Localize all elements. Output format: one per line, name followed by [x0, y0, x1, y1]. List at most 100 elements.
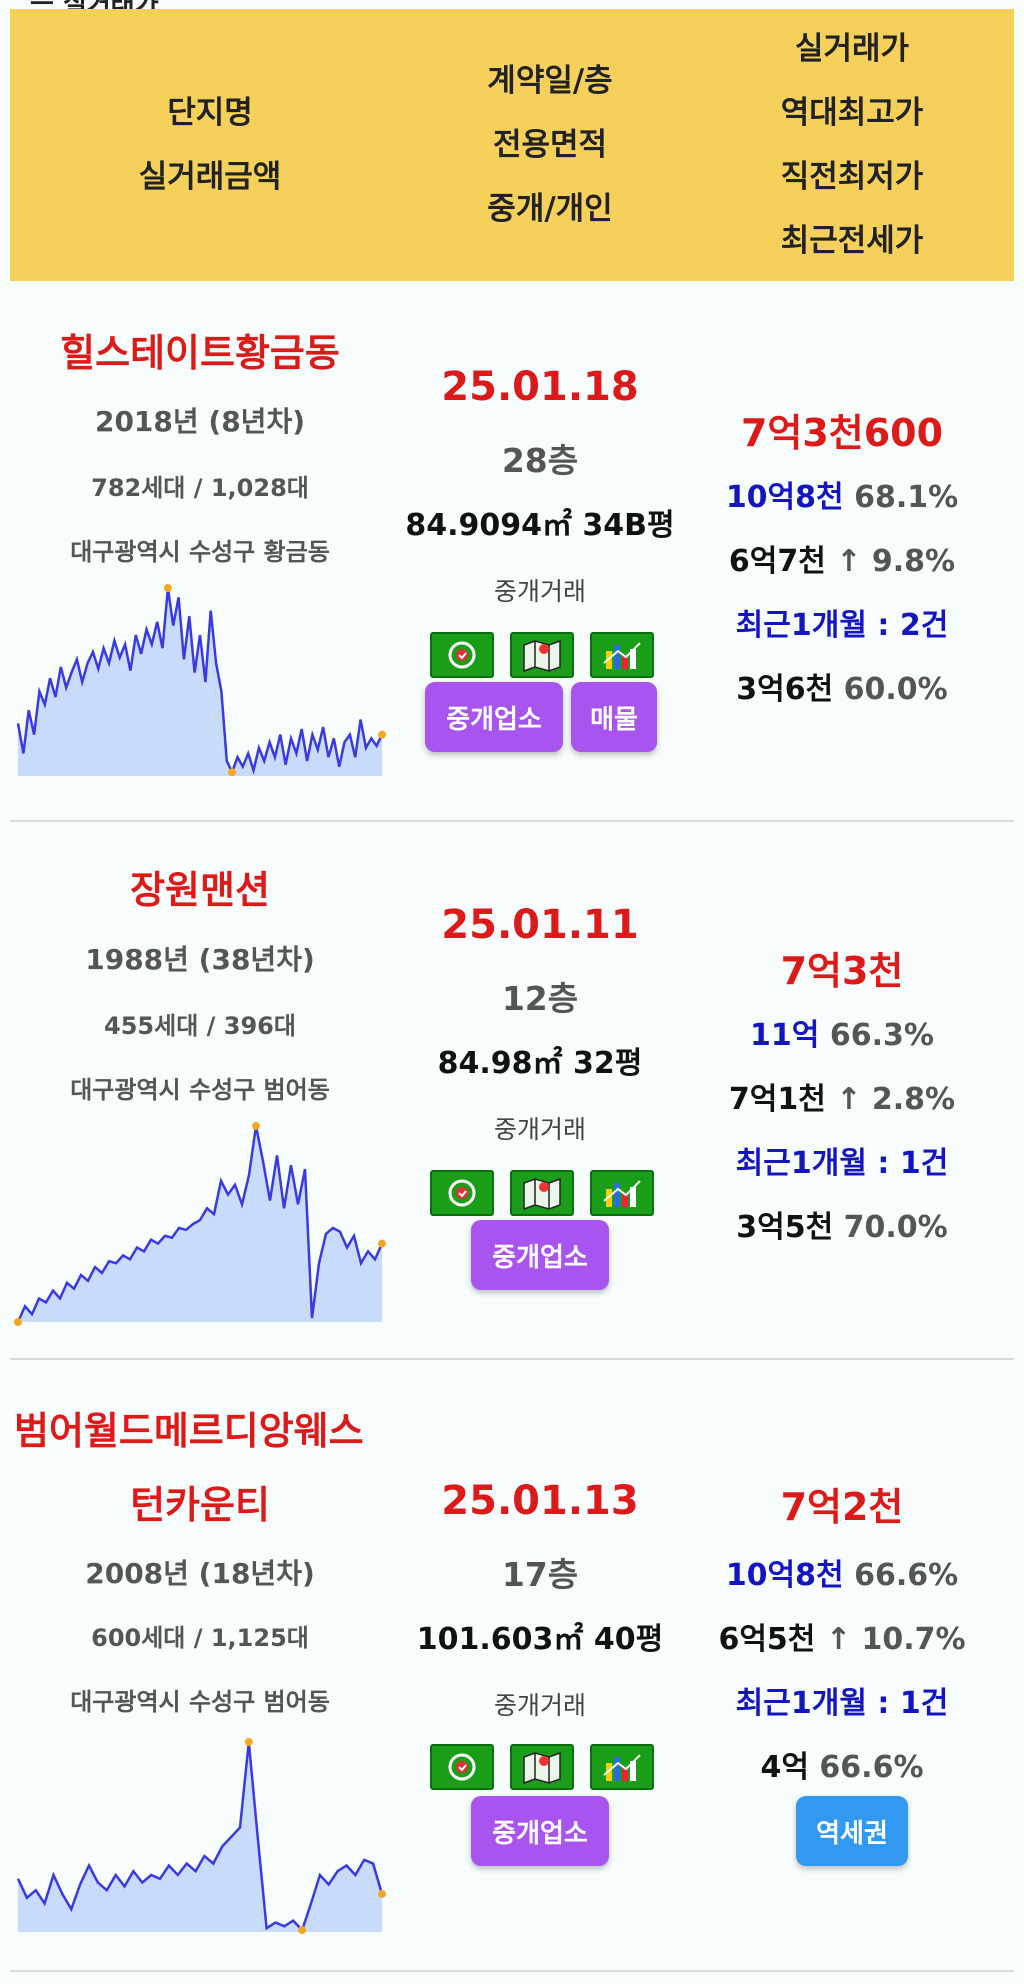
unit-count: 600세대 / 1,125대 — [91, 1624, 309, 1652]
previous-low: 6억5천 ↑ 10.7% — [680, 1614, 1004, 1658]
previous-low: 7억1천 ↑ 2.8% — [680, 1074, 1004, 1118]
deal-type: 중개거래 — [493, 1115, 586, 1144]
recent-count: 최근1개월 : 2건 — [680, 600, 1004, 644]
header-label: 직전최저가 — [780, 159, 924, 195]
deal-type: 중개거래 — [493, 577, 586, 606]
previous-low: 6억7천 ↑ 9.8% — [680, 536, 1004, 580]
price-trend-sparkline — [16, 1738, 386, 1935]
complex-name[interactable]: 범어월드메르디앙웨스 — [14, 1409, 364, 1453]
header-col-contract: 계약일/층 전용면적 중개/개인 — [410, 9, 690, 281]
row-divider — [10, 1970, 1014, 1972]
header-label: 계약일/층 — [487, 63, 613, 99]
floor: 28층 — [501, 441, 579, 480]
recent-count: 최근1개월 : 1건 — [680, 1678, 1004, 1722]
clock-button[interactable] — [430, 1170, 494, 1216]
sparkline-min-marker — [298, 1926, 307, 1935]
listing-row[interactable]: 장원맨션 1988년 (38년차) 455세대 / 396대 대구광역시 수성구… — [0, 822, 1024, 1360]
low-price: 7억1천 — [728, 1082, 826, 1117]
area: 101.603㎡ 40평 — [416, 1622, 664, 1657]
sparkline-area — [18, 1742, 382, 1932]
contract-date: 25.01.11 — [441, 902, 639, 948]
map-button[interactable] — [510, 1170, 574, 1216]
map-icon — [523, 1177, 561, 1211]
sparkline-area — [18, 588, 382, 776]
bar-chart-icon — [603, 642, 641, 669]
build-year: 1988년 (38년차) — [85, 943, 315, 976]
trade-price: 7억3천 — [780, 949, 904, 993]
map-button[interactable] — [510, 632, 574, 678]
high-ratio: 68.1% — [854, 480, 959, 515]
bar-chart-icon — [603, 1180, 641, 1207]
header-col-price: 실거래가 역대최고가 직전최저가 최근전세가 — [690, 9, 1014, 281]
clock-icon — [448, 1179, 476, 1207]
bar-chart-icon — [603, 1754, 641, 1781]
low-change: ↑ 9.8% — [836, 544, 956, 579]
recent-jeonse: 3억5천 70.0% — [680, 1202, 1004, 1246]
sparkline-min-marker — [228, 768, 237, 777]
deal-type: 중개거래 — [493, 1691, 586, 1720]
jeonse-ratio: 70.0% — [843, 1210, 948, 1245]
header-col-complex: 단지명 실거래금액 — [10, 9, 410, 281]
map-icon — [523, 1751, 561, 1785]
sparkline-line — [16, 1125, 384, 1323]
complex-name[interactable]: 장원맨션 — [130, 868, 270, 912]
header-label: 최근전세가 — [780, 223, 924, 259]
jeonse-price: 4억 — [760, 1750, 809, 1785]
sparkline-line — [16, 587, 384, 776]
header-label: 전용면적 — [492, 127, 608, 163]
low-change: ↑ 10.7% — [825, 1622, 966, 1657]
recent-label: 최근1개월 : 2건 — [735, 608, 949, 643]
build-year: 2018년 (8년차) — [94, 405, 306, 438]
recent-count: 최근1개월 : 1건 — [680, 1138, 1004, 1182]
complex-name[interactable]: 힐스테이트황금동 — [60, 331, 340, 375]
trade-price: 7억2천 — [780, 1485, 904, 1529]
recent-jeonse: 3억6천 60.0% — [680, 664, 1004, 708]
sparkline-area — [18, 1126, 382, 1322]
high-ratio: 66.6% — [854, 1558, 959, 1593]
address: 대구광역시 수성구 범어동 — [70, 1688, 330, 1716]
jeonse-ratio: 60.0% — [843, 672, 948, 707]
map-button[interactable] — [510, 1744, 574, 1790]
sparkline-last-marker — [378, 730, 386, 739]
all-time-high: 10억8천 68.1% — [680, 472, 1004, 516]
jeonse-ratio: 66.6% — [819, 1750, 924, 1785]
row-divider — [10, 820, 1014, 822]
agent-button[interactable]: 중개업소 — [425, 682, 563, 752]
listing-row[interactable]: 범어월드메르디앙웨스 턴카운티 2008년 (18년차) 600세대 / 1,1… — [0, 1360, 1024, 1972]
clock-icon — [448, 1753, 476, 1781]
recent-label: 최근1개월 : 1건 — [735, 1686, 949, 1721]
agent-button[interactable]: 중개업소 — [471, 1796, 609, 1866]
high-ratio: 66.3% — [829, 1018, 934, 1053]
chart-button[interactable] — [590, 1744, 654, 1790]
contract-date: 25.01.18 — [441, 364, 639, 410]
floor: 12층 — [501, 979, 579, 1018]
address: 대구광역시 수성구 황금동 — [70, 538, 330, 566]
table-header: 단지명 실거래금액 계약일/층 전용면적 중개/개인 실거래가 역대최고가 직전… — [10, 9, 1014, 281]
high-price: 11억 — [750, 1018, 820, 1053]
low-price: 6억7천 — [728, 544, 826, 579]
header-label: 역대최고가 — [780, 95, 924, 131]
header-label: 실거래가 — [794, 31, 910, 67]
agent-button[interactable]: 중개업소 — [471, 1220, 609, 1290]
price-trend-sparkline — [14, 1122, 386, 1326]
high-price: 10억8천 — [725, 480, 844, 515]
station-area-button[interactable]: 역세권 — [796, 1796, 908, 1866]
all-time-high: 10억8천 66.6% — [680, 1550, 1004, 1594]
clock-button[interactable] — [430, 632, 494, 678]
listing-row[interactable]: 힐스테이트황금동 2018년 (8년차) 782세대 / 1,028대 대구광역… — [0, 282, 1024, 822]
row-divider — [10, 1358, 1014, 1360]
recent-label: 최근1개월 : 1건 — [735, 1146, 949, 1181]
trade-price: 7억3천600 — [740, 411, 944, 455]
complex-name-continued[interactable]: 턴카운티 — [130, 1483, 270, 1527]
jeonse-price: 3억5천 — [736, 1210, 834, 1245]
clock-button[interactable] — [430, 1744, 494, 1790]
sparkline-last-marker — [378, 1239, 386, 1248]
chart-button[interactable] — [590, 632, 654, 678]
all-time-high: 11억 66.3% — [680, 1010, 1004, 1054]
header-label: 실거래금액 — [138, 159, 282, 195]
low-change: ↑ 2.8% — [836, 1082, 956, 1117]
area: 84.9094㎡ 34B평 — [405, 508, 675, 543]
high-price: 10억8천 — [725, 1558, 844, 1593]
listing-button[interactable]: 매물 — [571, 682, 657, 752]
chart-button[interactable] — [590, 1170, 654, 1216]
